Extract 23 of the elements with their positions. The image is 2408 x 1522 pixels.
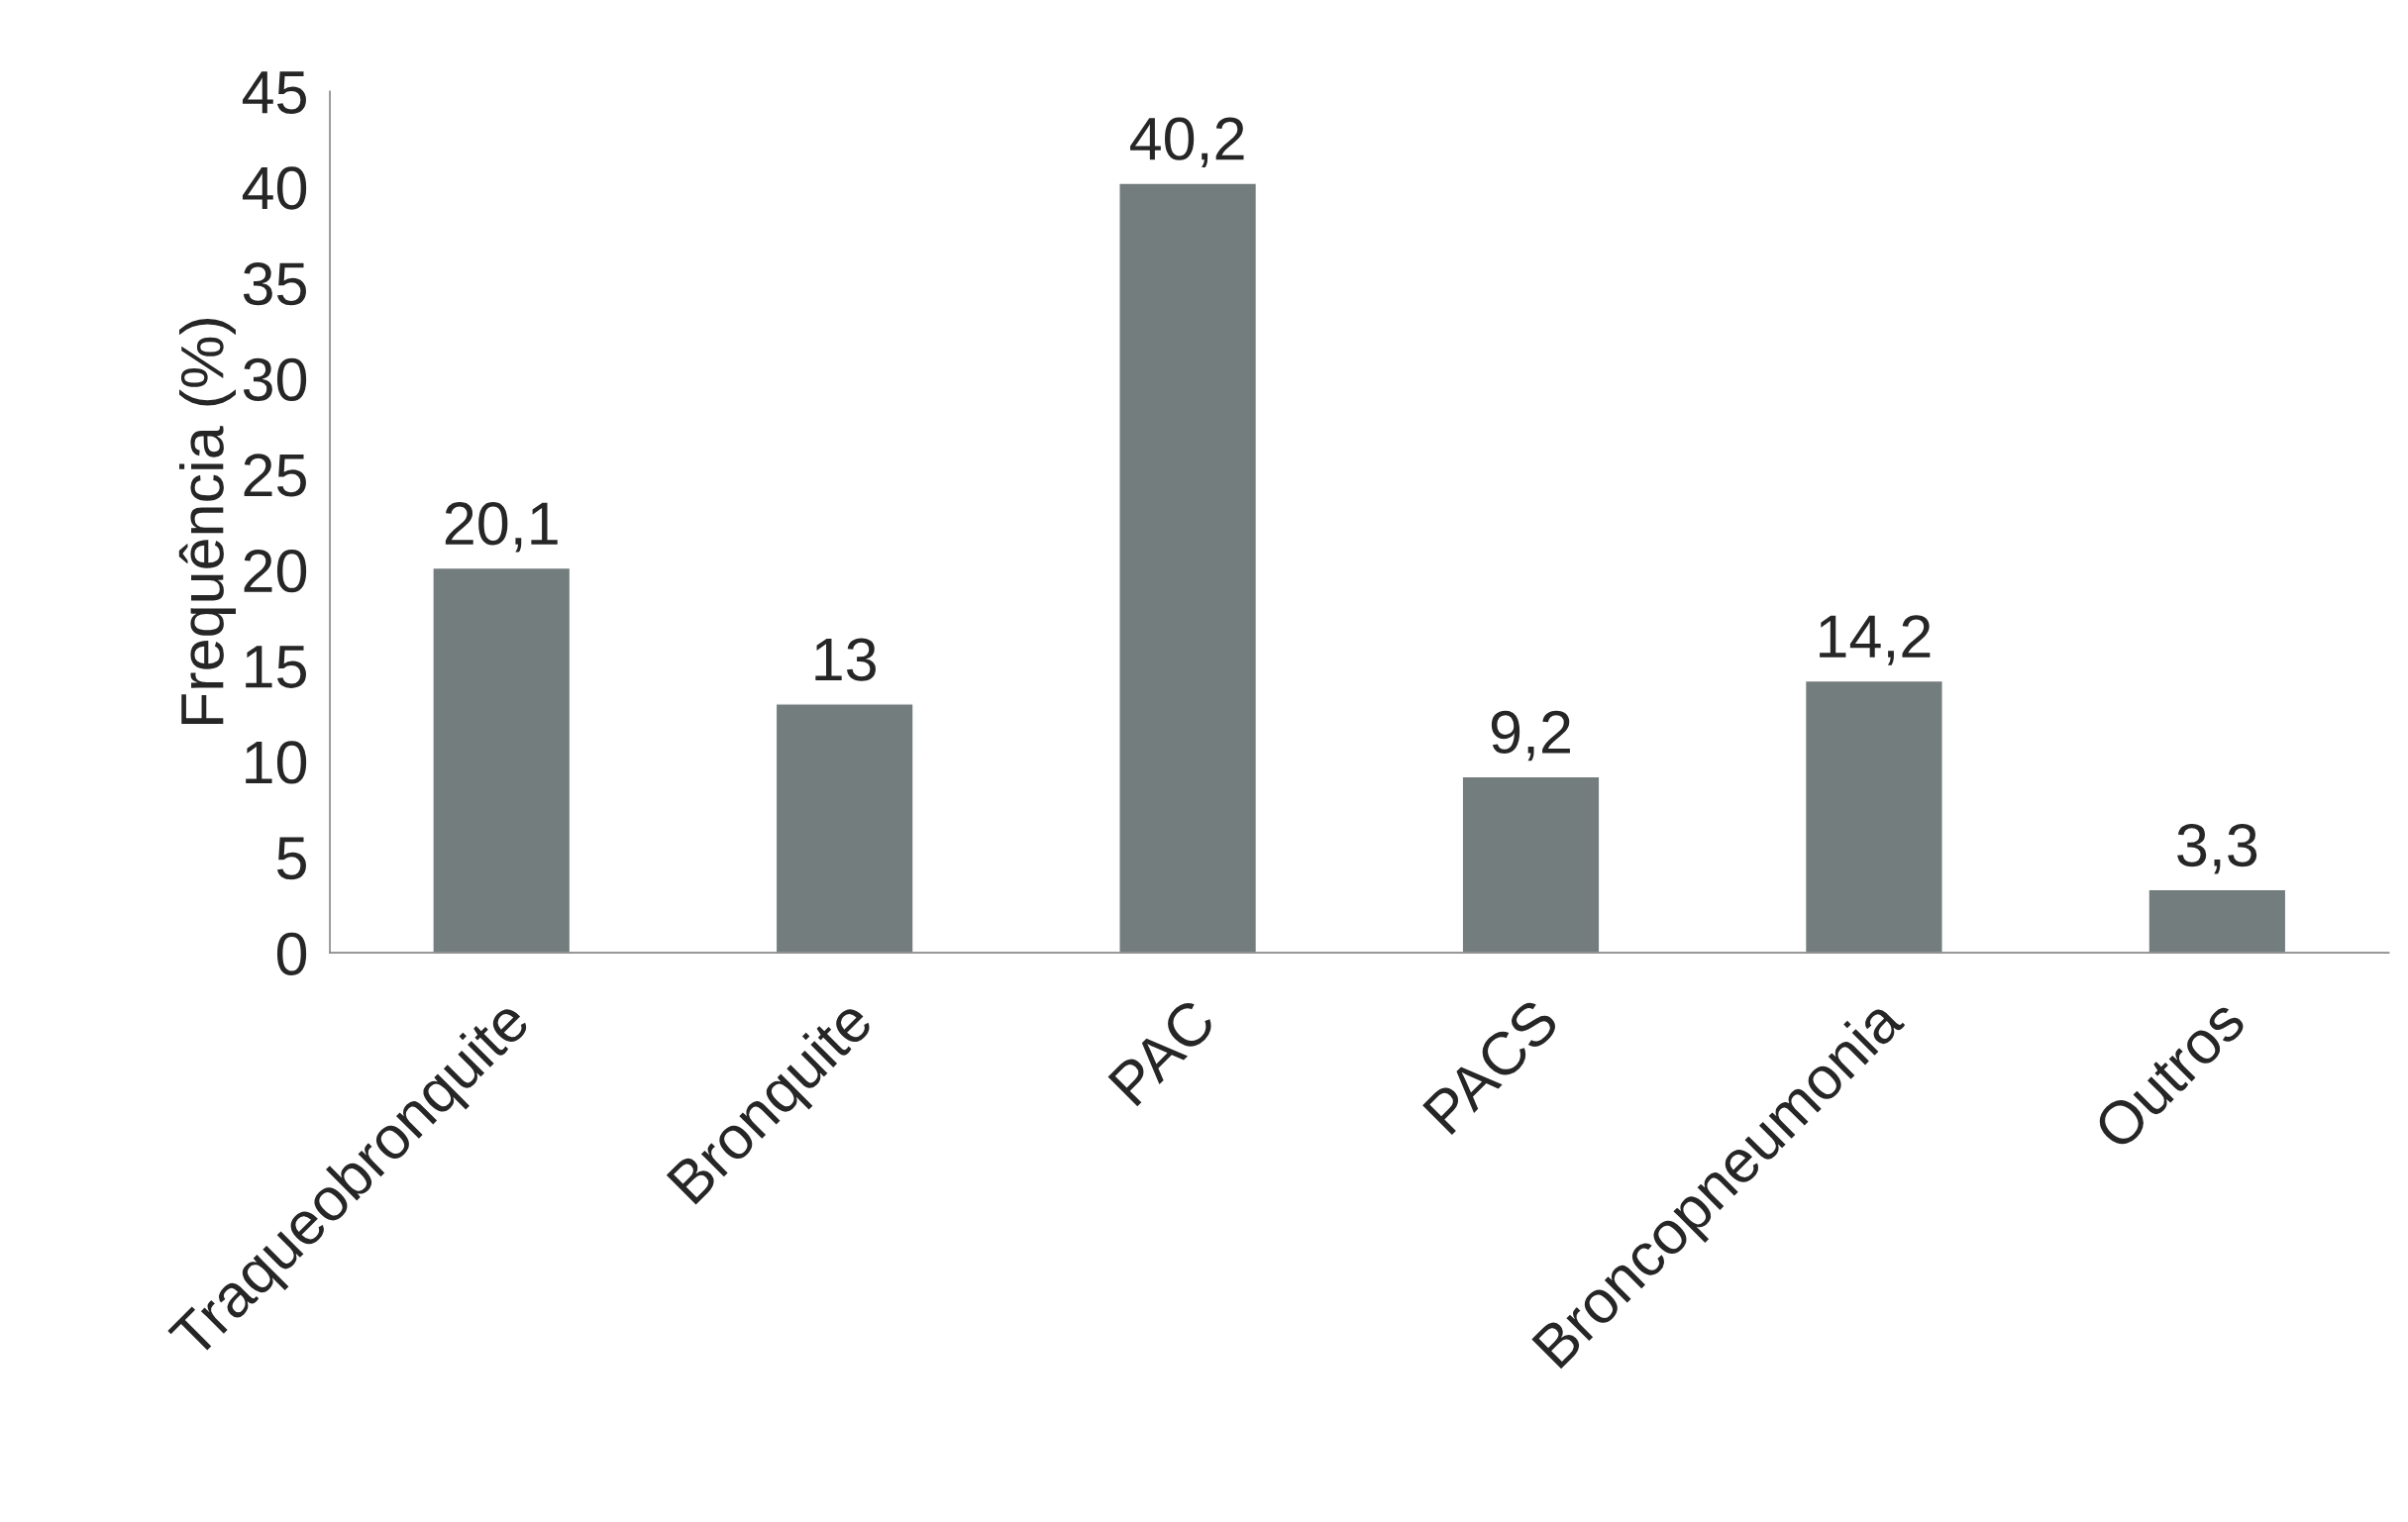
- bar: [775, 703, 914, 954]
- y-tick-label: 40: [242, 166, 307, 210]
- y-tick-label: 30: [243, 357, 307, 401]
- bar: [2147, 888, 2287, 954]
- data-label: 20,1: [445, 502, 558, 553]
- data-label: 3,3: [2177, 823, 2257, 874]
- y-tick-label: 20: [244, 549, 307, 593]
- bar: [432, 566, 572, 954]
- bar: [1461, 775, 1601, 954]
- y-tick-label: 45: [242, 71, 306, 114]
- data-label: 14,2: [1820, 615, 1931, 665]
- y-tick-label: 10: [246, 741, 307, 784]
- y-tick-label: 5: [276, 837, 306, 880]
- y-tick-label: 35: [243, 262, 306, 306]
- bar: [1804, 679, 1943, 954]
- y-tick-label: 0: [276, 932, 307, 975]
- data-label: 9,2: [1491, 710, 1570, 761]
- y-axis-title: Frequência (%): [178, 319, 236, 725]
- y-tick-label: 25: [244, 454, 306, 497]
- y-tick-label: 15: [246, 646, 306, 688]
- bar: [1118, 182, 1258, 954]
- data-label: 40,2: [1130, 117, 1244, 168]
- data-label: 13: [815, 638, 876, 681]
